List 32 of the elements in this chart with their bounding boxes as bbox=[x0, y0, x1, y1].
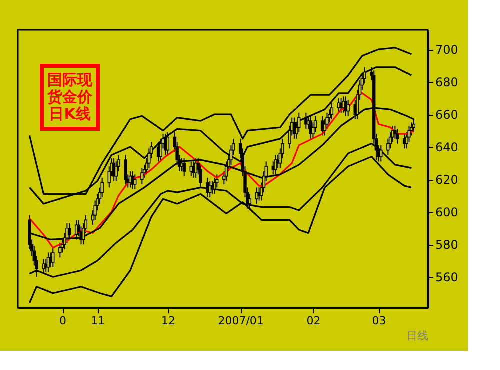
y-tick-label: 560 bbox=[436, 270, 458, 285]
candlestick bbox=[330, 102, 334, 120]
x-tick-label: 12 bbox=[161, 314, 176, 328]
candlestick bbox=[131, 170, 134, 190]
x-axis-title: 日线 bbox=[406, 330, 428, 342]
candlestick bbox=[346, 99, 350, 117]
candlestick bbox=[58, 242, 62, 258]
x-tick-label: 11 bbox=[91, 314, 106, 328]
y-tick-label: 600 bbox=[436, 206, 458, 220]
x-tick-label: 2007/01 bbox=[218, 314, 264, 328]
y-tick-label: 680 bbox=[436, 76, 458, 90]
candlestick bbox=[124, 154, 128, 185]
candlestick bbox=[52, 247, 55, 268]
candlestick bbox=[159, 138, 163, 162]
y-tick-label: 620 bbox=[436, 173, 458, 188]
candlestick bbox=[140, 168, 144, 185]
candlestick bbox=[396, 128, 400, 144]
x-tick-label: 0 bbox=[60, 314, 67, 328]
x-tick-label: 02 bbox=[306, 314, 321, 328]
y-tick-label: 580 bbox=[436, 238, 458, 252]
y-tick-label: 640 bbox=[436, 140, 458, 155]
candlestick bbox=[274, 154, 278, 176]
candlestick bbox=[248, 194, 252, 210]
candlestick bbox=[213, 177, 216, 195]
candlestick bbox=[134, 174, 137, 190]
y-tick-label: 660 bbox=[436, 108, 458, 122]
y-tick-label: 700 bbox=[436, 43, 458, 58]
annotation: 国际现货金价日K线 bbox=[46, 71, 94, 123]
candlestick bbox=[42, 258, 46, 274]
x-tick-label: 03 bbox=[372, 314, 386, 328]
candlestick bbox=[166, 132, 170, 156]
candlestick bbox=[304, 112, 308, 130]
